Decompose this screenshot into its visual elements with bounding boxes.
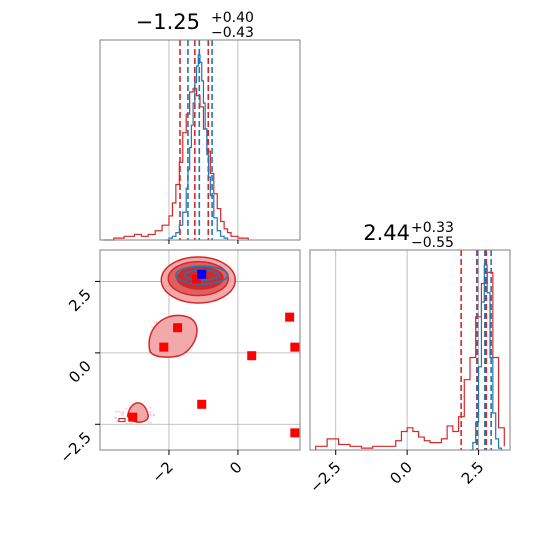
hist-param1-blue xyxy=(470,264,503,451)
marker-red-2 xyxy=(173,323,183,333)
frame-bl xyxy=(99,249,301,451)
histogram-param1-panel xyxy=(309,249,511,451)
contour-red-small xyxy=(118,417,126,423)
frame-br xyxy=(309,249,511,451)
sample-dot xyxy=(115,410,118,413)
x-tick-label-param1-2: 2.5 xyxy=(458,458,488,488)
sample-dot xyxy=(131,422,133,424)
sample-dot xyxy=(114,416,117,419)
title-param0: −1.25 +0.40 −0.43 xyxy=(136,10,254,41)
x-tick-label-param1-1: 0.0 xyxy=(386,458,416,488)
histogram-param0-panel xyxy=(99,39,301,241)
title-param1: 2.44 +0.33 −0.55 xyxy=(363,220,454,251)
sample-dot xyxy=(122,412,125,415)
title-param0-plus: +0.40 xyxy=(211,10,254,26)
marker-red-5 xyxy=(247,351,257,361)
sample-dot xyxy=(149,413,152,416)
sample-dot xyxy=(116,419,119,422)
marker-red-8 xyxy=(290,428,300,438)
sample-dot xyxy=(150,421,152,424)
hist-param0-blue xyxy=(165,54,229,241)
x-tick-label-param0-0: −2 xyxy=(148,458,176,486)
marker-red-6 xyxy=(285,312,295,322)
sample-dot xyxy=(121,414,123,417)
sample-dot xyxy=(118,410,120,413)
title-param0-minus: −0.43 xyxy=(211,25,254,41)
sample-dot xyxy=(129,422,131,425)
marker-blue-0 xyxy=(197,269,207,279)
contour-blue-outer xyxy=(174,265,229,285)
x-tick-label-param1-0: −2.5 xyxy=(306,458,344,496)
sample-dot xyxy=(147,420,150,423)
y-tick-label-param1-0: −2.5 xyxy=(56,428,94,466)
marker-red-3 xyxy=(197,399,207,409)
title-param1-value: 2.44 xyxy=(363,221,410,245)
sample-dot xyxy=(126,422,129,425)
sample-dot xyxy=(151,326,153,328)
sample-dot xyxy=(148,422,150,425)
sample-dot xyxy=(149,411,152,413)
hist-param0-red xyxy=(103,87,249,241)
sample-dot xyxy=(152,414,155,417)
sample-dot xyxy=(122,410,125,413)
hist-param1-red xyxy=(315,271,505,450)
title-param1-minus: −0.55 xyxy=(411,235,454,251)
marker-red-1 xyxy=(159,342,169,352)
y-tick-label-param1-2: 2.5 xyxy=(65,286,95,316)
sample-dot xyxy=(120,412,123,414)
title-param0-value: −1.25 xyxy=(136,10,200,34)
sample-dot xyxy=(154,321,156,324)
marker-red-7 xyxy=(290,342,300,352)
marker-red-4 xyxy=(192,274,202,284)
scatter-contour-panel xyxy=(99,249,301,451)
title-param1-plus: +0.33 xyxy=(411,220,454,236)
sample-dot xyxy=(149,407,152,409)
sample-dot xyxy=(155,321,158,323)
x-tick-label-param0-1: 0 xyxy=(226,458,245,477)
y-tick-label-param1-1: 0.0 xyxy=(65,357,95,387)
frame-tl xyxy=(99,39,301,241)
sample-dot xyxy=(125,407,128,410)
marker-red-0 xyxy=(128,412,138,422)
